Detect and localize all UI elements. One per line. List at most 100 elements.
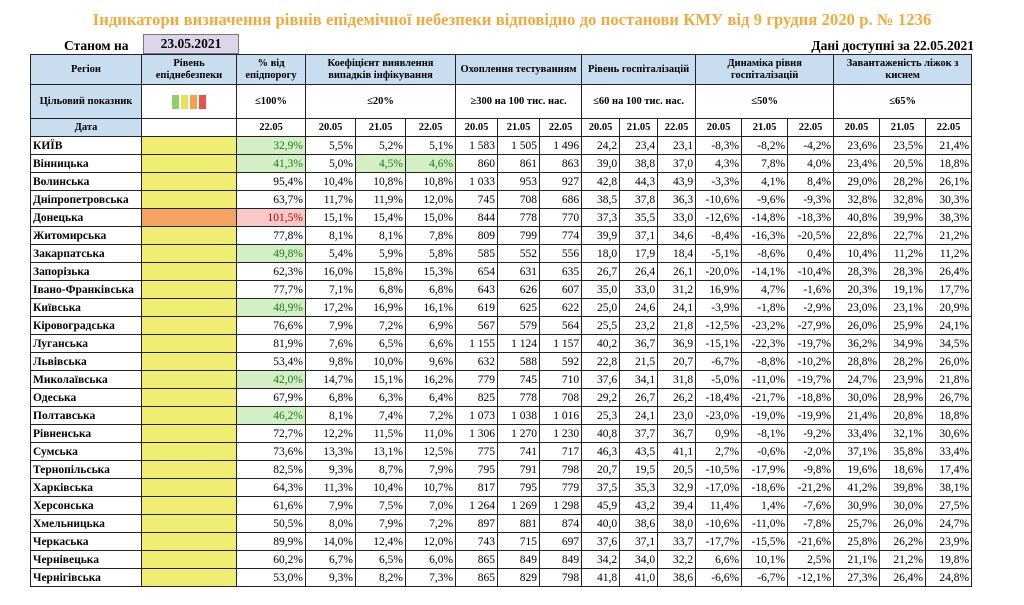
oxy-cell: 29,0% [833,172,881,191]
coef-cell: 7,3% [404,568,457,587]
header-testing: Охоплення тестуванням [455,54,583,85]
target-row-label: Цільовий показник [30,84,142,119]
table-row: Одеська 67,9% 6,8% 6,3% 6,4% 825 778 708 29,2 26,… [30,388,973,407]
level-cell [141,208,237,227]
dyn-cell: -8,4% [695,226,743,245]
testing-cell: 798 [539,460,583,479]
oxy-cell: 40,8% [833,208,881,227]
dyn-cell: -12,5% [695,316,743,335]
hosp-cell: 24,1 [657,298,697,317]
oxy-cell: 26,0% [879,514,927,533]
table-row: Донецька 101,5% 15,1% 15,4% 15,0% 844 778 770 37… [30,208,973,227]
dyn-cell: -20,5% [787,226,835,245]
level-cell [141,298,237,317]
dyn-cell: -23,0% [695,406,743,425]
hosp-cell: 41,8 [581,568,621,587]
page-title: Індикатори визначення рівнів епідемічної… [92,10,932,29]
coef-cell: 12,0% [404,190,457,209]
hosp-cell: 24,6 [619,298,659,317]
level-cell [141,514,237,533]
table-row: Львівська 53,4% 9,8% 10,0% 9,6% 632 588 592 22,8… [30,352,973,371]
level-cell [141,244,237,263]
oxy-cell: 25,9% [879,316,927,335]
region-cell: Тернопільська [30,460,142,479]
oxy-cell: 18,6% [879,460,927,479]
coef-cell: 15,4% [355,208,406,227]
coef-cell: 13,3% [305,442,356,461]
testing-cell: 774 [539,226,583,245]
hosp-cell: 37,6 [581,370,621,389]
region-cell: Харківська [30,478,142,497]
region-cell: Рівненська [30,424,142,443]
region-cell: Херсонська [30,496,142,515]
testing-cell: 829 [497,568,541,587]
oxy-cell: 38,1% [925,478,973,497]
hosp-cell: 20,5 [657,460,697,479]
testing-cell: 1 230 [539,424,583,443]
dyn-cell: -14,8% [741,208,789,227]
pct-cell: 42,0% [236,370,306,389]
table-row: Луганська 81,9% 7,6% 6,5% 6,6% 1 155 1 124 1 15… [30,334,973,353]
hosp-cell: 34,0 [619,550,659,569]
region-cell: Чернівецька [30,550,142,569]
hosp-cell: 32,2 [657,550,697,569]
coef-cell: 5,9% [355,244,406,263]
pct-cell: 53,0% [236,568,306,587]
coef-cell: 17,2% [305,298,356,317]
date-level [141,118,237,137]
region-cell: Одеська [30,388,142,407]
table-row: Житомирська 77,8% 8,1% 8,1% 7,8% 809 799 774 39,… [30,226,973,245]
testing-cell: 585 [455,244,499,263]
oxy-cell: 26,0% [925,352,973,371]
level-cell [141,478,237,497]
dyn-cell: -10,5% [695,460,743,479]
coef-cell: 5,8% [404,244,457,263]
oxy-cell: 33,4% [925,442,973,461]
oxy-cell: 37,1% [833,442,881,461]
coef-cell: 6,8% [305,388,356,407]
dyn-cell: 0,4% [787,244,835,263]
pct-cell: 77,7% [236,280,306,299]
testing-cell: 697 [539,532,583,551]
coef-cell: 5,0% [305,154,356,173]
region-cell: КИЇВ [30,136,142,155]
coef-cell: 7,5% [355,496,406,515]
table-row: Запорізька 62,3% 16,0% 15,8% 15,3% 654 631 635 2… [30,262,973,281]
hosp-cell: 23,1 [657,136,697,155]
dyn-cell: -7,6% [787,496,835,515]
hosp-cell: 37,1 [619,226,659,245]
hosp-cell: 45,9 [581,496,621,515]
testing-cell: 1 264 [455,496,499,515]
date-test-2: 21.05 [497,118,541,137]
oxy-cell: 23,6% [833,136,881,155]
testing-cell: 849 [497,550,541,569]
level-cell [141,568,237,587]
pct-cell: 61,6% [236,496,306,515]
coef-cell: 9,6% [404,352,457,371]
oxy-cell: 24,8% [925,568,973,587]
dyn-cell: -17,9% [741,460,789,479]
dyn-cell: -10,6% [695,190,743,209]
region-cell: Закарпатська [30,244,142,263]
dyn-cell: -8,2% [741,136,789,155]
pct-cell: 32,9% [236,136,306,155]
dyn-cell: 4,1% [741,172,789,191]
coef-cell: 8,1% [305,406,356,425]
testing-cell: 1 157 [539,334,583,353]
table-row: Рівненська 72,7% 12,2% 11,5% 11,0% 1 306 1 270… [30,424,973,443]
header-dyn: Динаміка рівня госпіталізацій [695,54,835,85]
coef-cell: 12,5% [404,442,457,461]
coef-cell: 11,7% [305,190,356,209]
date-coef-1: 20.05 [305,118,356,137]
oxy-cell: 24,1% [925,316,973,335]
coef-cell: 10,0% [355,352,406,371]
dyn-cell: -19,9% [787,406,835,425]
testing-cell: 779 [539,478,583,497]
hosp-cell: 31,2 [657,280,697,299]
testing-cell: 1 155 [455,334,499,353]
hosp-cell: 26,1 [657,262,697,281]
oxy-cell: 22,8% [833,226,881,245]
level-cell [141,532,237,551]
coef-cell: 11,9% [355,190,406,209]
coef-cell: 16,1% [404,298,457,317]
